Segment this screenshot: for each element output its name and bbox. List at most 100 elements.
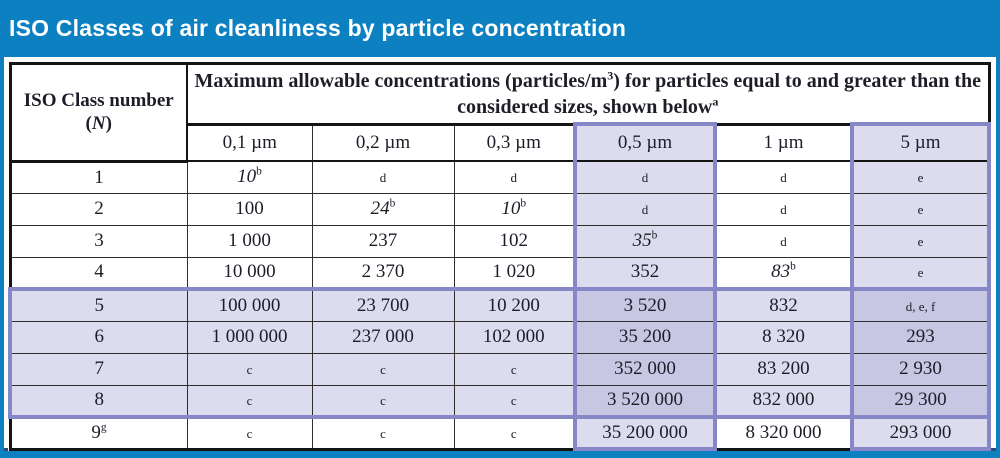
value-cell: e (849, 256, 992, 290)
cell-text: 5 (94, 294, 105, 316)
value-cell: 10 000 (186, 256, 313, 290)
table-row: 7 c c c 352 000 83 200 2 930 (8, 352, 992, 386)
value-cell: 3 520 000 (573, 384, 717, 419)
cell-footnote: b (651, 229, 658, 242)
row-label: 6 (8, 320, 188, 354)
cell-text: 83 200 (757, 358, 810, 379)
cell-text: 9 (91, 422, 101, 444)
cell-text: 293 (906, 326, 935, 347)
value-cell: 1 000 000 (186, 320, 313, 354)
value-cell: 352 000 (573, 352, 717, 386)
row-label: 9g (9, 416, 188, 450)
table-row: 6 1 000 000 237 000 102 000 35 200 8 320 293 (8, 320, 992, 354)
row-label: 3 (9, 224, 188, 258)
cell-text: 10 (237, 166, 257, 188)
value-cell: 100 000 (186, 287, 313, 322)
value-cell: 832 000 (714, 384, 853, 419)
paren-close: ) (105, 113, 112, 135)
cell-text: d (780, 202, 787, 217)
value-cell: 352 (573, 256, 717, 290)
value-cell: 10b (186, 160, 313, 194)
cell-text: 10 (501, 198, 521, 219)
cell-text: e (917, 202, 924, 217)
value-cell: 1 020 (453, 256, 576, 290)
value-cell: 2 370 (311, 256, 455, 290)
value-cell: c (186, 352, 313, 386)
cell-text: 293 000 (889, 422, 952, 443)
paren-open: ( (85, 113, 92, 135)
page-title: ISO Classes of air cleanliness by partic… (9, 15, 627, 41)
cell-text: c (380, 362, 386, 377)
cell-text: e (917, 234, 924, 249)
value-cell: 102 000 (453, 320, 576, 354)
cell-text: 23 700 (356, 294, 410, 316)
corner-header: ISO Class number (N) (9, 63, 188, 163)
table-header-row-sizes: 0,1 µm 0,2 µm 0,3 µm 0,5 µm 1 µm 5 µm (10, 122, 992, 162)
value-cell: 35 200 000 (573, 416, 717, 451)
superscript-3: 3 (607, 67, 614, 82)
value-cell: 1 000 (186, 224, 313, 258)
cell-text: 6 (94, 326, 105, 347)
table-row: 8 c c c 3 520 000 832 000 29 300 (8, 384, 992, 419)
cell-footnote: b (520, 197, 527, 210)
cell-text: 2 (94, 198, 104, 219)
value-cell: 35b (573, 224, 717, 258)
row-label: 1 (9, 160, 188, 194)
value-cell: c (311, 384, 455, 419)
cell-text: 3 (94, 230, 104, 251)
footnote-a: a (712, 93, 719, 108)
cell-text: c (510, 426, 517, 442)
cell-text: d (780, 234, 787, 249)
main-header: Maximum allowable concentrations (partic… (186, 63, 990, 126)
cell-text: c (510, 393, 517, 409)
cell-text: 100 (235, 198, 264, 219)
cell-text: c (380, 426, 386, 442)
cell-text: 1 020 (492, 261, 536, 283)
cell-text: d (780, 170, 787, 186)
cell-footnote: b (389, 197, 396, 210)
value-cell: 10b (453, 192, 576, 226)
cell-text: 102 (499, 230, 529, 251)
cell-text: 83 (771, 261, 791, 283)
cell-footnote: g (100, 421, 107, 434)
cell-text: 352 000 (614, 358, 676, 379)
row-label: 5 (8, 287, 188, 322)
cell-text: 7 (94, 358, 105, 379)
cell-text: 10 000 (223, 261, 276, 283)
value-cell: d (714, 192, 853, 226)
value-cell: d, e, f (849, 287, 992, 322)
cell-text: 1 000 000 (211, 326, 288, 347)
cell-text: 352 (630, 261, 660, 283)
value-cell: 83 200 (714, 352, 853, 386)
cell-text: d (510, 170, 518, 186)
value-cell: 8 320 (714, 320, 853, 354)
cell-text: 832 (769, 294, 798, 316)
cell-text: e (917, 265, 924, 281)
value-cell: d (311, 160, 455, 194)
cell-text: c (246, 393, 253, 409)
value-cell: 832 (714, 287, 853, 322)
value-cell: c (311, 352, 455, 386)
value-cell: 35 200 (573, 320, 717, 354)
value-cell: 8 320 000 (714, 416, 853, 450)
cell-text: 35 200 (618, 326, 672, 347)
table-row: 4 10 000 2 370 1 020 352 83b e (9, 256, 992, 290)
title-bar: ISO Classes of air cleanliness by partic… (0, 0, 1000, 57)
cell-text: 1 000 (228, 230, 271, 251)
cell-text: e (917, 170, 924, 186)
size-header-0-2um: 0,2 µm (311, 123, 455, 162)
cell-text: 4 (94, 261, 104, 283)
cell-footnote: b (256, 165, 262, 178)
value-cell: 29 300 (849, 384, 992, 419)
size-header-0-1um: 0,1 µm (186, 123, 313, 162)
value-cell: d (573, 192, 717, 226)
cell-text: 8 320 (762, 326, 805, 347)
value-cell: e (849, 192, 992, 226)
row-label: 7 (8, 352, 188, 386)
cell-text: 29 300 (894, 389, 947, 411)
cell-text: 8 (94, 389, 105, 411)
value-cell: e (849, 160, 992, 194)
content-panel: ISO Class number (N) Maximum allowable c… (4, 57, 996, 451)
value-cell: 100 (186, 192, 313, 226)
value-cell: c (311, 416, 455, 450)
